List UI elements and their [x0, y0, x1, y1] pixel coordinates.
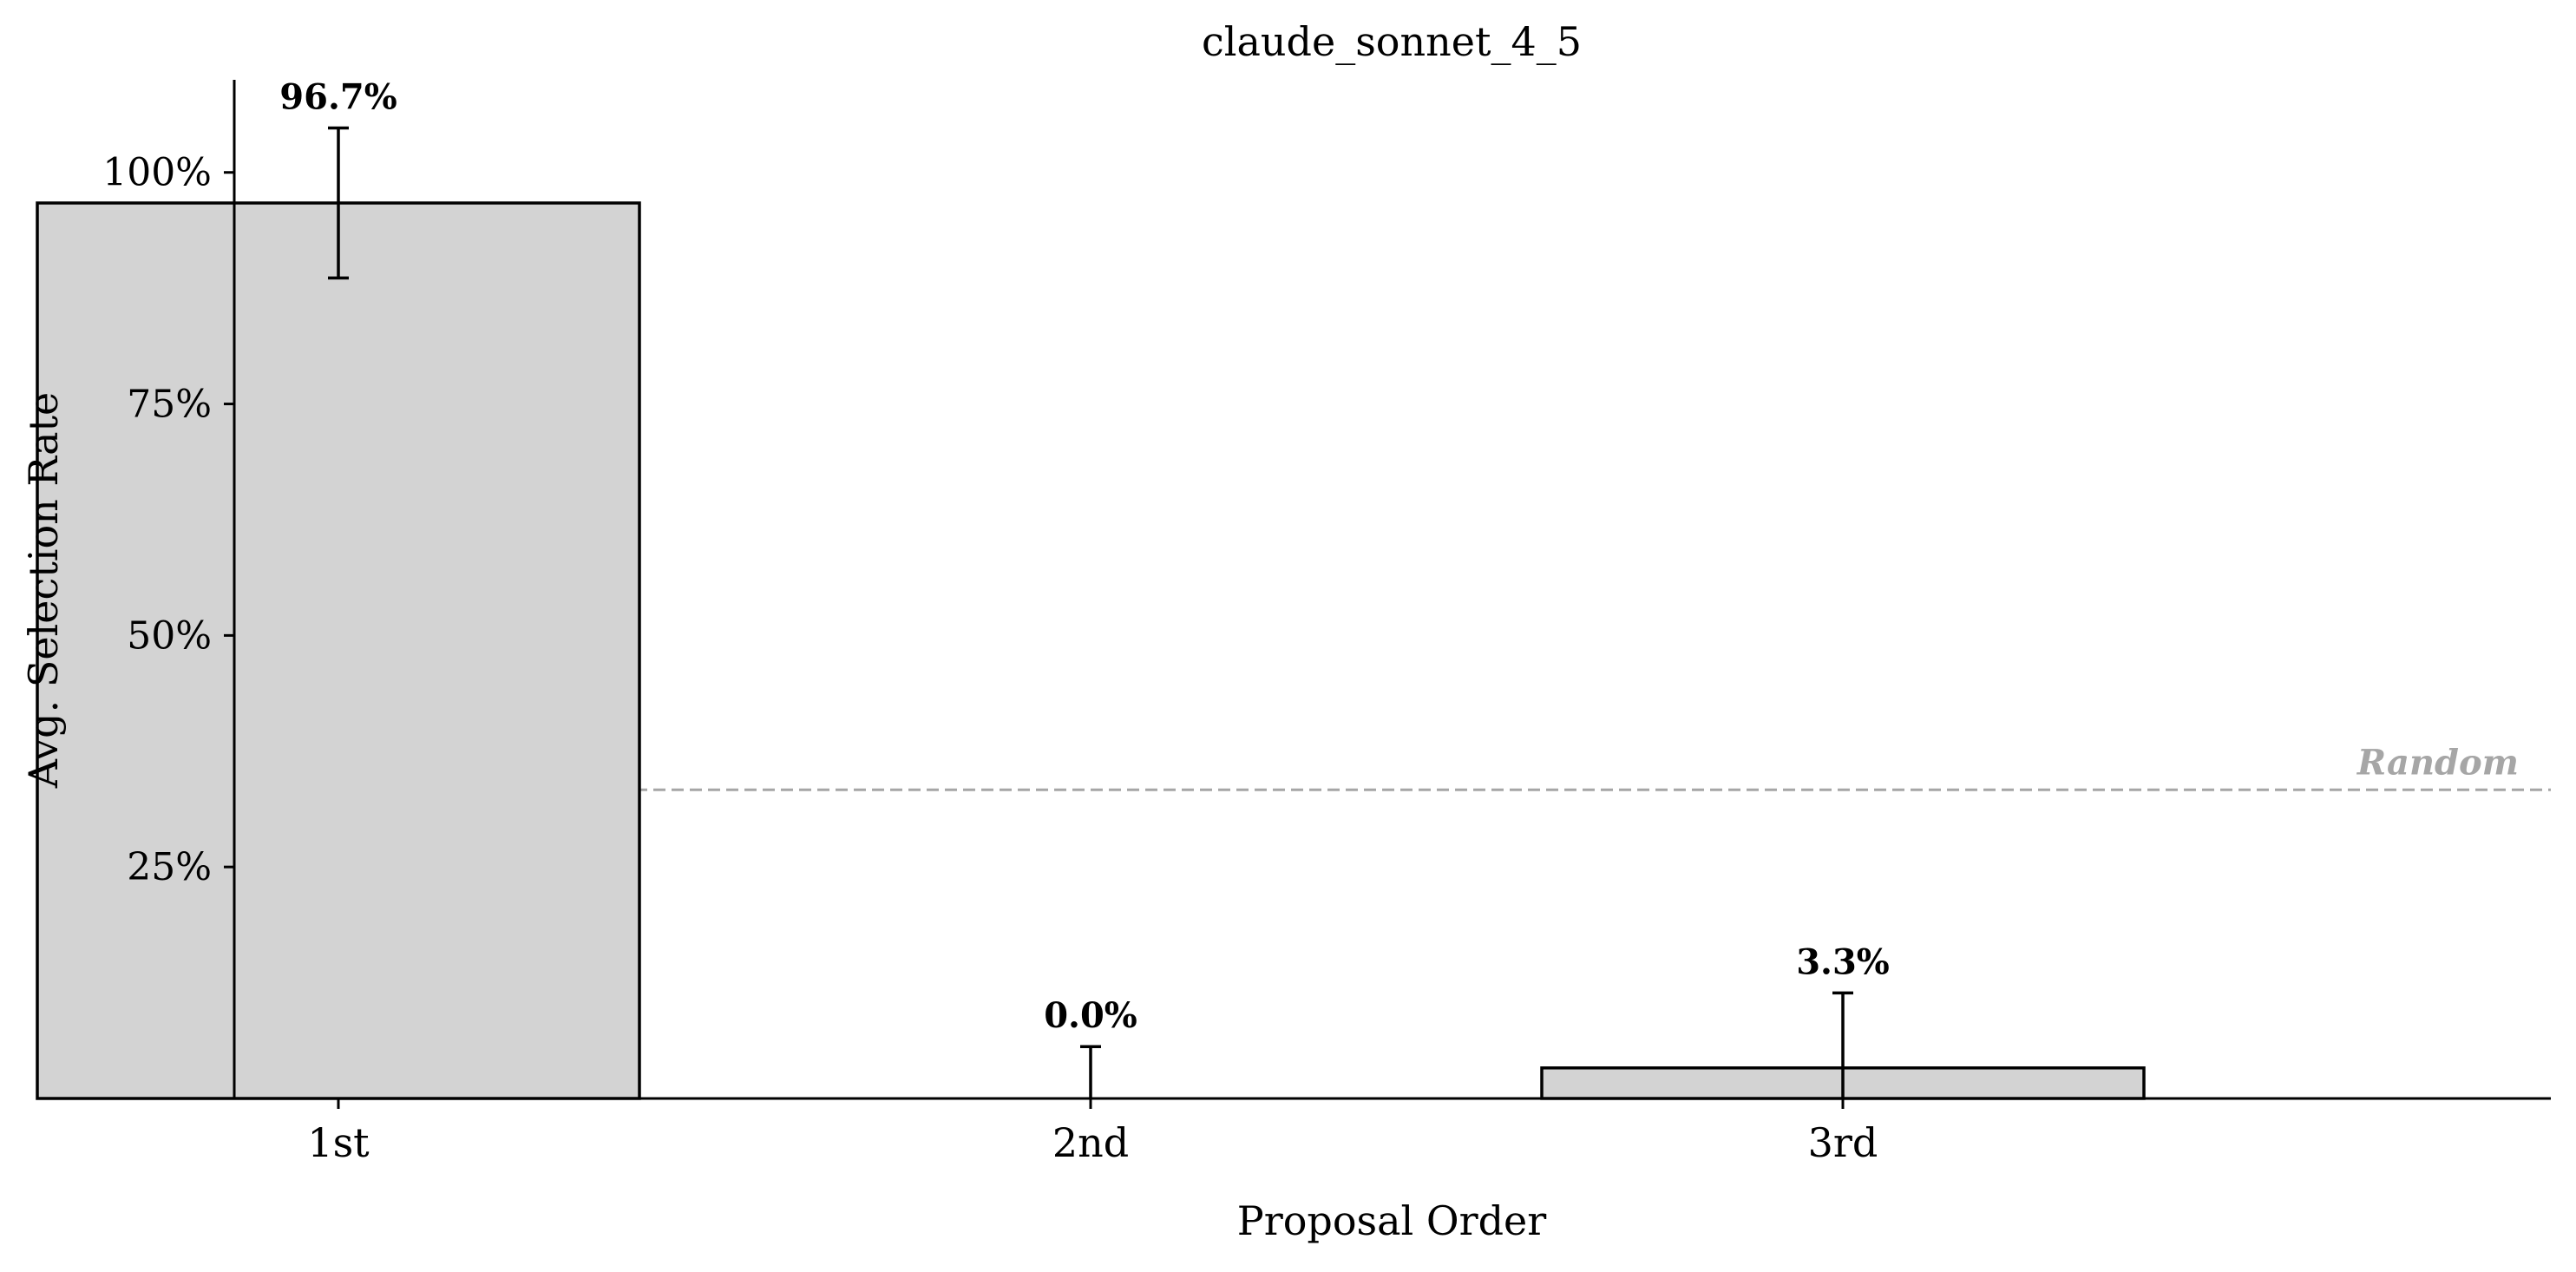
y-tick-label: 75% [127, 383, 212, 427]
value-label-3rd: 3.3% [1796, 941, 1890, 982]
value-label-1st: 96.7% [279, 76, 397, 117]
error-bar-3rd [1832, 991, 1853, 1098]
value-label-2nd: 0.0% [1044, 995, 1137, 1036]
y-tick-label: 100% [102, 151, 212, 195]
bar-1st [36, 201, 641, 1100]
x-tick-label-1st: 1st [307, 1119, 370, 1166]
reference-line-label: Random [2356, 742, 2519, 783]
bars-layer [36, 201, 2146, 1100]
axes-layer [233, 80, 2551, 1100]
ticks-layer: 25% 50% 75% 100% 1st 2nd 3rd [102, 151, 1878, 1166]
y-axis-label: Avg. Selection Rate [20, 392, 67, 789]
error-bars-layer [328, 126, 1853, 1098]
x-tick-label-3rd: 3rd [1808, 1119, 1878, 1166]
x-tick-label-2nd: 2nd [1052, 1119, 1129, 1166]
chart-title: claude_sonnet_4_5 [1202, 18, 1582, 65]
y-tick-label: 50% [127, 613, 212, 658]
error-bar-2nd [1080, 1045, 1101, 1098]
error-bar-1st [328, 126, 349, 280]
y-tick-label: 25% [127, 845, 212, 889]
x-axis-label: Proposal Order [1237, 1197, 1547, 1244]
value-labels-layer: 96.7% 0.0% 3.3% [279, 76, 1890, 1036]
